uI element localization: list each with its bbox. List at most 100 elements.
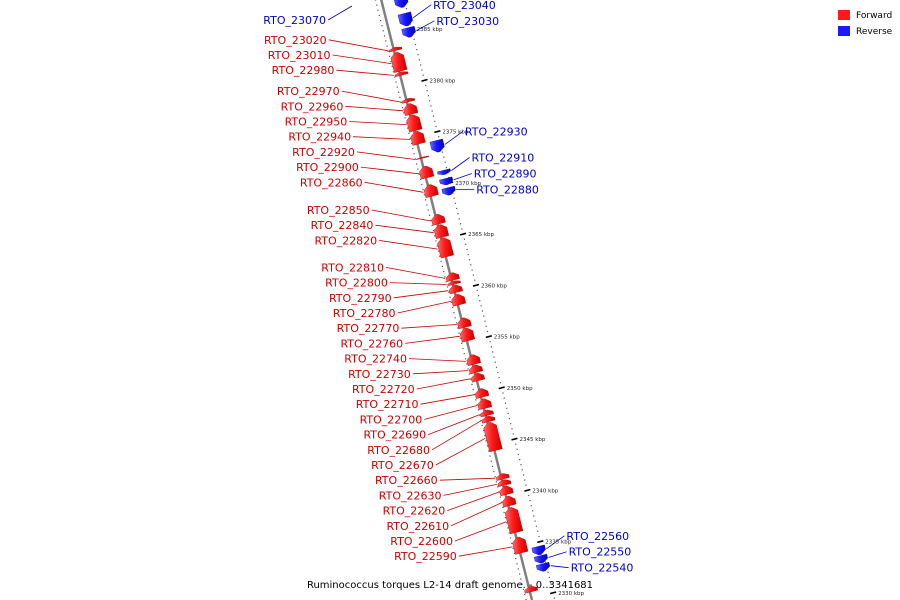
gene-label[interactable]: RTO_22790 [329,292,392,305]
minor-tick [444,276,446,278]
reverse-gene[interactable] [429,138,445,153]
reverse-gene[interactable] [392,0,409,8]
forward-gene[interactable] [459,327,476,343]
label-leader [431,420,482,451]
forward-gene[interactable] [457,317,472,330]
gene-label[interactable]: RTO_22840 [311,219,374,232]
minor-tick [504,402,507,404]
gene-label[interactable]: RTO_22880 [476,184,539,197]
gene-label[interactable]: RTO_22770 [337,322,400,335]
gene-label[interactable]: RTO_22890 [474,168,537,181]
forward-gene[interactable] [423,184,439,198]
forward-gene[interactable] [481,415,496,424]
minor-tick [500,501,503,503]
forward-gene[interactable] [437,237,454,259]
forward-gene[interactable] [502,495,517,508]
forward-gene[interactable] [499,485,514,497]
reverse-gene[interactable] [437,168,451,175]
gene-label[interactable]: RTO_22660 [375,474,438,487]
forward-gene[interactable] [448,284,463,295]
gene-label[interactable]: RTO_22940 [288,131,351,144]
gene-label[interactable]: RTO_22740 [344,353,407,366]
gene-label[interactable]: RTO_22780 [333,307,396,320]
gene-label[interactable]: RTO_22730 [348,368,411,381]
label-leader [454,521,507,542]
forward-gene[interactable] [445,272,460,282]
forward-gene[interactable] [394,71,409,77]
gene-label[interactable]: RTO_22850 [307,204,370,217]
gene-label[interactable]: RTO_22960 [281,100,344,113]
forward-gene[interactable] [480,409,494,418]
minor-tick [519,459,521,461]
gene-label[interactable]: RTO_22970 [277,85,340,98]
forward-gene[interactable] [466,354,481,367]
forward-gene[interactable] [512,536,529,555]
forward-gene[interactable] [451,293,467,307]
forward-gene[interactable] [504,507,524,535]
gene-label[interactable]: RTO_22810 [321,261,384,274]
label-leader [364,181,424,193]
gene-label[interactable]: RTO_22720 [352,383,415,396]
reverse-gene[interactable] [441,185,456,196]
gene-label[interactable]: RTO_23020 [264,34,327,47]
minor-tick [383,35,386,37]
forward-gene[interactable] [497,479,512,487]
forward-gene[interactable] [419,165,435,180]
minor-tick [409,137,411,139]
minor-tick [398,91,400,93]
gene-label[interactable]: RTO_22550 [569,546,632,559]
forward-gene[interactable] [403,103,419,116]
gene-label[interactable]: RTO_22820 [314,234,377,247]
forward-gene[interactable] [388,46,403,53]
gene-label[interactable]: RTO_22620 [383,505,446,518]
gene-label[interactable]: RTO_22560 [566,530,629,543]
gene-label[interactable]: RTO_22680 [367,444,430,457]
forward-gene[interactable] [447,280,461,287]
gene-label[interactable]: RTO_22610 [386,520,449,533]
forward-gene[interactable] [495,473,510,481]
forward-gene[interactable] [474,388,490,399]
reverse-gene[interactable] [401,25,416,38]
gene-label[interactable]: RTO_23070 [263,14,326,27]
forward-gene[interactable] [415,155,430,160]
reverse-gene[interactable] [533,553,548,564]
gene-label[interactable]: RTO_23040 [433,0,496,12]
gene-label[interactable]: RTO_22690 [363,429,426,442]
reverse-gene[interactable] [439,176,454,186]
forward-gene[interactable] [483,422,503,453]
reverse-gene[interactable] [535,562,551,572]
gene-label[interactable]: RTO_22700 [360,413,423,426]
gene-label[interactable]: RTO_22670 [371,459,434,472]
gene-label[interactable]: RTO_22600 [390,535,453,548]
forward-gene[interactable] [401,98,416,104]
gene-label[interactable]: RTO_23010 [268,49,331,62]
gene-label[interactable]: RTO_23030 [436,15,499,28]
forward-gene[interactable] [406,114,423,133]
reverse-gene[interactable] [397,11,413,27]
gene-label[interactable]: RTO_22590 [394,550,457,563]
gene-label[interactable]: RTO_22920 [292,146,355,159]
gene-label[interactable]: RTO_22760 [340,337,403,350]
gene-label[interactable]: RTO_22710 [356,398,419,411]
forward-gene[interactable] [468,364,484,375]
minor-tick [475,399,477,401]
forward-gene[interactable] [433,224,450,239]
reverse-gene[interactable] [531,544,546,556]
gene-label[interactable]: RTO_22930 [465,125,528,138]
gene-label[interactable]: RTO_22800 [325,277,388,290]
forward-gene[interactable] [410,130,426,146]
gene-label[interactable]: RTO_22860 [300,176,363,189]
gene-label[interactable]: RTO_22980 [272,64,335,77]
forward-gene[interactable] [470,372,486,383]
gene-label[interactable]: RTO_22630 [379,489,442,502]
forward-gene[interactable] [524,586,539,594]
minor-tick [431,110,433,112]
forward-gene[interactable] [477,398,493,411]
label-leader [375,224,434,234]
gene-label[interactable]: RTO_22910 [472,152,535,165]
forward-gene[interactable] [431,213,446,226]
gene-label[interactable]: RTO_22900 [296,161,359,174]
gene-label[interactable]: RTO_22950 [285,116,348,129]
gene-label[interactable]: RTO_22540 [571,562,634,575]
forward-gene[interactable] [390,52,408,73]
